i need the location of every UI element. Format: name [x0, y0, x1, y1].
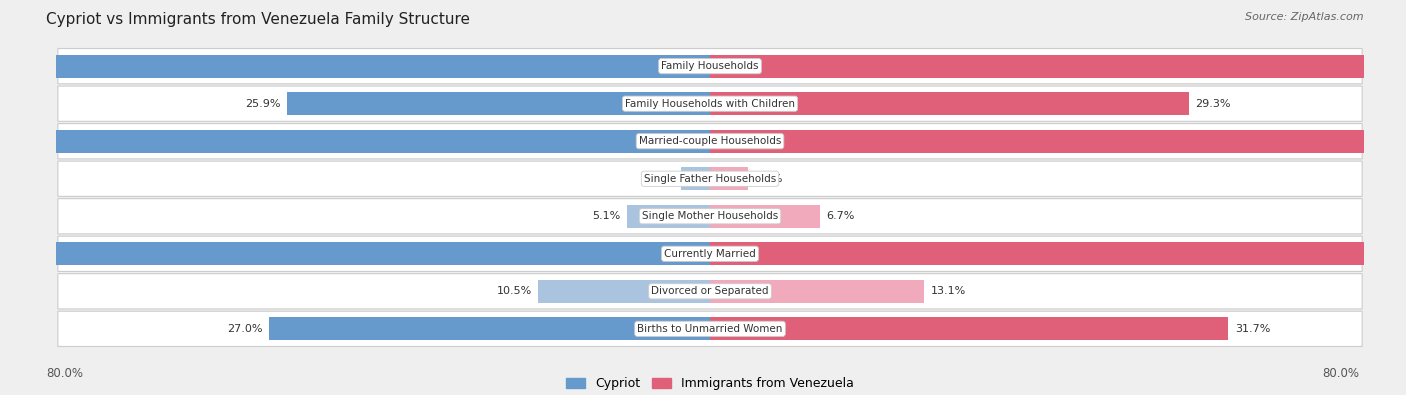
Text: 25.9%: 25.9%	[245, 99, 280, 109]
Text: 10.5%: 10.5%	[496, 286, 531, 296]
Bar	[287, 92, 710, 115]
Bar	[710, 280, 924, 303]
Text: Divorced or Separated: Divorced or Separated	[651, 286, 769, 296]
Bar	[681, 167, 710, 190]
Bar	[710, 317, 1229, 340]
Bar	[627, 205, 710, 228]
FancyBboxPatch shape	[58, 199, 1362, 234]
Text: 6.7%: 6.7%	[827, 211, 855, 221]
Text: Family Households with Children: Family Households with Children	[626, 99, 794, 109]
Bar	[0, 55, 710, 78]
Legend: Cypriot, Immigrants from Venezuela: Cypriot, Immigrants from Venezuela	[561, 372, 859, 395]
FancyBboxPatch shape	[58, 236, 1362, 271]
FancyBboxPatch shape	[58, 86, 1362, 121]
Text: 29.3%: 29.3%	[1195, 99, 1232, 109]
Bar	[710, 242, 1406, 265]
FancyBboxPatch shape	[58, 49, 1362, 84]
Text: 13.1%: 13.1%	[931, 286, 966, 296]
Text: Source: ZipAtlas.com: Source: ZipAtlas.com	[1246, 12, 1364, 22]
Text: 80.0%: 80.0%	[1323, 367, 1360, 380]
Bar	[710, 92, 1189, 115]
Text: Single Father Households: Single Father Households	[644, 174, 776, 184]
Text: 2.3%: 2.3%	[754, 174, 783, 184]
FancyBboxPatch shape	[58, 124, 1362, 159]
Text: 80.0%: 80.0%	[46, 367, 83, 380]
Text: Currently Married: Currently Married	[664, 249, 756, 259]
Bar	[710, 55, 1406, 78]
Bar	[710, 205, 820, 228]
Text: Married-couple Households: Married-couple Households	[638, 136, 782, 146]
Bar	[269, 317, 710, 340]
Text: 31.7%: 31.7%	[1234, 324, 1270, 334]
Text: Family Households: Family Households	[661, 61, 759, 71]
Text: 1.8%: 1.8%	[645, 174, 673, 184]
FancyBboxPatch shape	[58, 161, 1362, 196]
Bar	[0, 242, 710, 265]
Text: Single Mother Households: Single Mother Households	[643, 211, 778, 221]
FancyBboxPatch shape	[58, 311, 1362, 346]
Text: Births to Unmarried Women: Births to Unmarried Women	[637, 324, 783, 334]
FancyBboxPatch shape	[58, 274, 1362, 309]
Text: Cypriot vs Immigrants from Venezuela Family Structure: Cypriot vs Immigrants from Venezuela Fam…	[46, 12, 471, 27]
Bar	[538, 280, 710, 303]
Bar	[710, 167, 748, 190]
Bar	[0, 130, 710, 153]
Text: 27.0%: 27.0%	[226, 324, 262, 334]
Bar	[710, 130, 1406, 153]
Text: 5.1%: 5.1%	[592, 211, 620, 221]
